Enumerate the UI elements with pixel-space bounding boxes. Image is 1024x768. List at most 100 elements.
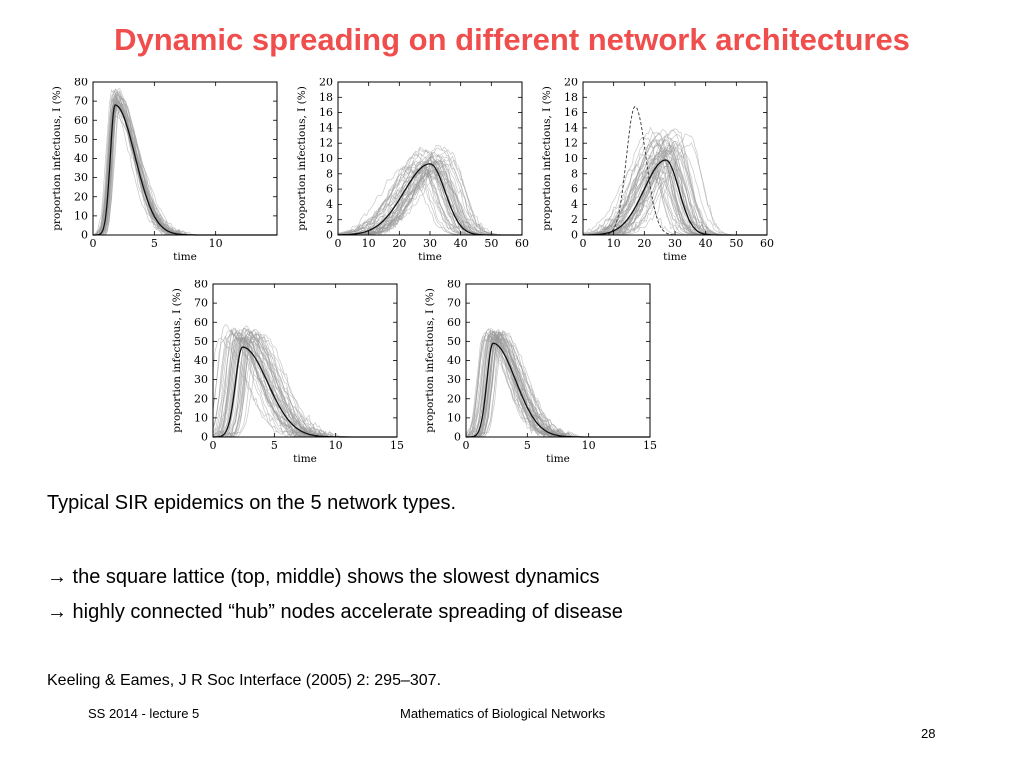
epidemic-chart-svg: 0 5 10 15 0 10 20 30 40 50 60 70 80 time proportion in… xyxy=(424,280,657,465)
simulation-runs xyxy=(582,126,767,236)
y-tick-label: 60 xyxy=(74,114,88,127)
chart-top-right: 0 10 20 30 40 50 60 0 2 4 6 8 10 12 14 16 18 20 time propor… xyxy=(535,78,775,263)
mean-curve xyxy=(466,342,650,438)
epidemic-chart-svg: 0 10 20 30 40 50 6002468101214161820timepropor… xyxy=(541,78,774,263)
y-tick-label: 16 xyxy=(319,106,333,119)
finding-hubs-text: → highly connected “hub” nodes accelerat… xyxy=(47,601,623,623)
x-tick-label: 5 xyxy=(271,439,278,452)
reference-citation: Keeling & Eames, J R Soc Interface (2005… xyxy=(47,672,442,689)
simulation-run-line xyxy=(93,108,277,236)
y-tick-label: 40 xyxy=(447,354,461,367)
page-number: 28 xyxy=(921,726,936,741)
x-tick-label: 15 xyxy=(390,439,404,452)
y-tick-label: 10 xyxy=(74,209,88,222)
simulation-run-line xyxy=(466,331,650,438)
simulation-run-line xyxy=(92,101,277,236)
x-tick-label: 20 xyxy=(637,237,651,250)
simulation-run-line xyxy=(338,158,522,236)
x-tick-label: 0 xyxy=(210,439,217,452)
y-tick-label: 30 xyxy=(74,171,88,184)
x-tick-label: 0 xyxy=(335,237,342,250)
x-axis-label: time xyxy=(293,453,317,465)
simulation-run-line xyxy=(93,97,277,236)
simulation-run-line xyxy=(93,102,277,236)
y-tick-label: 30 xyxy=(194,373,208,386)
x-tick-label: 60 xyxy=(515,237,529,250)
y-tick-label: 10 xyxy=(447,411,461,424)
simulation-run-line xyxy=(93,102,277,236)
chart-top-middle: 0 10 20 30 40 50 60 0 2 4 6 8 10 12 14 16 18 20 time propor… xyxy=(290,78,530,263)
simulation-run-line xyxy=(338,156,522,236)
epidemic-chart-svg: 0 5 10 15 0 10 20 30 40 50 60 70 80 time proportion in… xyxy=(171,280,404,465)
x-tick-label: 10 xyxy=(582,439,596,452)
y-tick-label: 8 xyxy=(571,167,578,180)
mean-curve xyxy=(93,104,277,236)
x-tick-label: 10 xyxy=(209,237,223,250)
x-axis-label: time xyxy=(546,453,570,465)
x-axis-label: time xyxy=(418,251,442,263)
x-tick-label: 60 xyxy=(760,237,774,250)
y-tick-label: 16 xyxy=(564,106,578,119)
simulation-run-line xyxy=(92,102,277,236)
plot-frame xyxy=(212,283,398,438)
y-tick-label: 14 xyxy=(319,121,333,134)
footer-lecture: SS 2014 - lecture 5 xyxy=(88,706,200,721)
y-tick-label: 18 xyxy=(319,91,333,104)
simulation-run-line xyxy=(93,90,277,236)
summary-text: Typical SIR epidemics on the 5 network t… xyxy=(47,492,457,514)
x-tick-label: 0 xyxy=(90,237,97,250)
simulation-run-line xyxy=(92,94,277,236)
simulation-run-line xyxy=(93,100,277,236)
x-tick-label: 10 xyxy=(329,439,343,452)
y-tick-label: 0 xyxy=(201,431,208,444)
simulation-run-line xyxy=(92,101,277,236)
x-tick-label: 30 xyxy=(423,237,437,250)
y-tick-label: 70 xyxy=(74,95,88,108)
y-tick-label: 2 xyxy=(571,213,578,226)
epidemic-chart-svg: 0 5 10 0 10 20 30 40 50 60 70 80 time proportion infe… xyxy=(51,78,278,263)
x-tick-label: 40 xyxy=(699,237,713,250)
y-tick-label: 70 xyxy=(447,297,461,310)
simulation-run-line xyxy=(465,339,650,438)
x-tick-label: 50 xyxy=(729,237,743,250)
y-tick-label: 6 xyxy=(326,183,333,196)
x-axis-label: time xyxy=(663,251,687,263)
y-tick-label: 4 xyxy=(571,198,578,211)
y-tick-label: 12 xyxy=(564,137,578,150)
y-axis-label: proportion infectious, I (%) xyxy=(171,288,183,433)
y-tick-label: 18 xyxy=(564,91,578,104)
y-tick-label: 60 xyxy=(447,316,461,329)
x-tick-label: 10 xyxy=(607,237,621,250)
y-tick-label: 20 xyxy=(447,392,461,405)
simulation-run-line xyxy=(93,102,277,236)
simulation-run-line xyxy=(93,96,277,236)
simulation-run-line xyxy=(93,101,277,236)
simulation-run-line xyxy=(92,97,277,236)
y-tick-label: 6 xyxy=(571,183,578,196)
simulation-run-line xyxy=(92,103,277,236)
simulation-runs xyxy=(212,324,397,439)
simulation-run-line xyxy=(93,96,277,236)
x-tick-label: 5 xyxy=(524,439,531,452)
x-tick-label: 40 xyxy=(454,237,468,250)
simulation-run-line xyxy=(93,101,277,236)
x-tick-label: 50 xyxy=(484,237,498,250)
y-axis-label: proportion infectious, I (%) xyxy=(424,288,436,433)
simulation-run-line xyxy=(583,128,767,236)
y-tick-label: 8 xyxy=(326,167,333,180)
y-tick-label: 10 xyxy=(194,411,208,424)
y-tick-label: 0 xyxy=(571,229,578,242)
x-tick-label: 15 xyxy=(643,439,657,452)
simulation-runs xyxy=(337,144,522,236)
x-tick-label: 0 xyxy=(463,439,470,452)
simulation-run-line xyxy=(92,105,277,236)
y-tick-label: 4 xyxy=(326,198,333,211)
simulation-run-line xyxy=(92,90,277,236)
simulation-run-line xyxy=(582,128,767,236)
x-tick-label: 20 xyxy=(392,237,406,250)
y-tick-label: 20 xyxy=(564,78,578,89)
y-tick-label: 20 xyxy=(74,190,88,203)
y-tick-label: 12 xyxy=(319,137,333,150)
y-tick-label: 2 xyxy=(326,213,333,226)
y-tick-label: 10 xyxy=(564,152,578,165)
